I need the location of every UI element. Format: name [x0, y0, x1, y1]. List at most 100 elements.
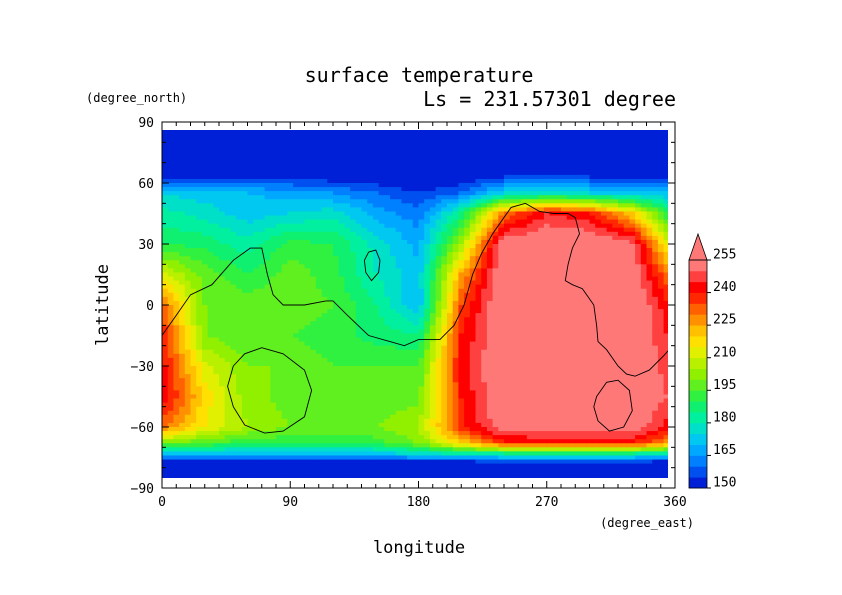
- field-cell: [270, 313, 277, 318]
- field-cell: [384, 313, 391, 318]
- field-cell: [219, 341, 226, 347]
- field-cell: [612, 203, 619, 208]
- field-cell: [253, 146, 260, 152]
- field-cell: [458, 207, 465, 213]
- field-cell: [196, 256, 203, 261]
- field-cell: [447, 321, 454, 326]
- field-cell: [447, 178, 454, 184]
- field-cell: [224, 158, 231, 164]
- field-cell: [315, 146, 323, 152]
- field-cell: [640, 341, 648, 347]
- field-cell: [623, 296, 630, 302]
- field-cell: [549, 130, 556, 131]
- field-cell: [310, 187, 317, 192]
- field-cell: [526, 211, 534, 217]
- field-cell: [241, 219, 249, 225]
- field-cell: [623, 313, 630, 318]
- field-cell: [521, 134, 528, 139]
- field-cell: [498, 199, 505, 204]
- field-cell: [241, 158, 249, 164]
- field-cell: [646, 178, 653, 184]
- field-cell: [606, 134, 613, 139]
- field-cell: [293, 239, 300, 245]
- field-cell: [555, 134, 562, 139]
- field-cell: [298, 252, 306, 257]
- field-cell: [293, 211, 300, 217]
- field-cell: [361, 256, 368, 261]
- field-cell: [646, 223, 653, 229]
- field-cell: [510, 122, 516, 127]
- field-cell: [526, 280, 534, 286]
- field-cell: [657, 333, 665, 339]
- field-cell: [412, 280, 420, 286]
- field-cell: [663, 211, 668, 217]
- field-cell: [538, 223, 545, 229]
- field-cell: [236, 166, 243, 172]
- field-cell: [635, 325, 642, 330]
- field-cell: [344, 138, 351, 143]
- field-cell: [583, 296, 591, 302]
- field-cell: [344, 215, 351, 221]
- field-cell: [583, 158, 591, 164]
- field-cell: [401, 284, 408, 290]
- field-cell: [253, 170, 260, 176]
- field-cell: [600, 211, 608, 217]
- field-cell: [196, 223, 203, 229]
- field-cell: [646, 142, 653, 147]
- field-cell: [355, 154, 363, 160]
- field-cell: [412, 150, 420, 156]
- field-cell: [486, 170, 494, 176]
- field-cell: [543, 174, 551, 180]
- field-cell: [578, 268, 585, 274]
- field-cell: [270, 305, 277, 310]
- field-cell: [179, 256, 186, 261]
- field-cell: [538, 227, 545, 233]
- field-cell: [219, 309, 226, 314]
- field-cell: [361, 207, 368, 213]
- field-cell: [595, 191, 602, 196]
- field-cell: [486, 166, 494, 172]
- field-cell: [646, 260, 653, 265]
- field-cell: [173, 211, 180, 217]
- field-cell: [526, 325, 534, 330]
- field-cell: [184, 223, 192, 229]
- field-cell: [521, 207, 528, 213]
- field-cell: [264, 256, 271, 261]
- field-cell: [407, 183, 414, 188]
- field-cell: [640, 313, 648, 318]
- field-cell: [509, 235, 516, 241]
- field-cell: [435, 239, 442, 245]
- field-cell: [538, 130, 545, 135]
- field-cell: [179, 252, 186, 257]
- field-cell: [196, 276, 203, 282]
- field-cell: [657, 309, 665, 314]
- field-cell: [532, 300, 539, 306]
- field-cell: [583, 138, 591, 143]
- field-cell: [247, 158, 254, 164]
- field-cell: [429, 215, 437, 221]
- field-cell: [447, 284, 454, 290]
- field-cell: [498, 264, 505, 269]
- field-cell: [464, 223, 471, 229]
- field-cell: [407, 178, 414, 184]
- field-cell: [304, 288, 311, 294]
- field-cell: [378, 211, 385, 217]
- field-cell: [219, 280, 226, 286]
- field-cell: [435, 174, 442, 180]
- field-cell: [258, 296, 266, 302]
- field-cell: [333, 146, 340, 152]
- field-cell: [207, 195, 214, 200]
- field-cell: [623, 317, 630, 322]
- field-cell: [344, 166, 351, 172]
- field-cell: [526, 329, 534, 335]
- field-cell: [384, 138, 391, 143]
- field-cell: [441, 341, 448, 347]
- field-cell: [555, 341, 562, 347]
- field-cell: [298, 288, 306, 294]
- field-cell: [344, 239, 351, 245]
- field-cell: [162, 227, 169, 233]
- field-cell: [612, 227, 619, 233]
- field-cell: [395, 162, 402, 168]
- field-cell: [253, 341, 260, 347]
- field-cell: [184, 207, 192, 213]
